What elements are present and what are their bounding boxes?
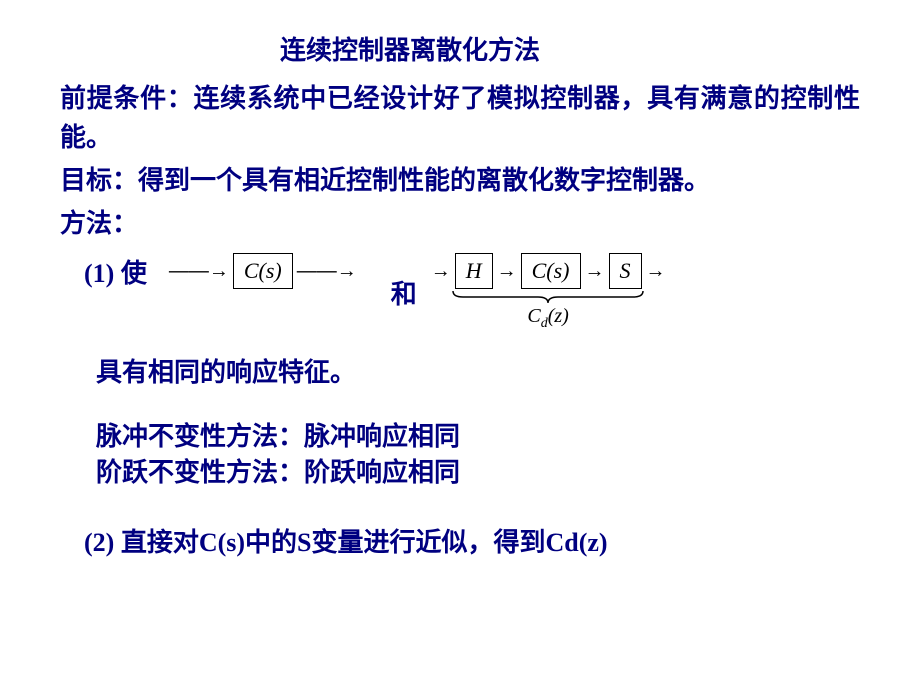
underbrace-label: Cd(z)	[527, 305, 568, 332]
arrow-icon: →	[646, 260, 666, 283]
block-s: S	[609, 253, 642, 289]
underbrace-icon	[448, 289, 648, 303]
arrow-icon: →	[431, 260, 451, 283]
diagram-left: ――→ C(s) ――→	[167, 253, 359, 289]
page-title: 连续控制器离散化方法	[160, 30, 660, 67]
precondition-text: 前提条件：连续系统中已经设计好了模拟控制器，具有满意的控制性能。	[60, 79, 860, 157]
arrow-icon: ――→	[297, 260, 357, 283]
method1-prefix: (1) 使	[84, 253, 147, 290]
diagram-right: → H → C(s) → S →	[429, 253, 668, 289]
method2-text: (2) 直接对C(s)中的S变量进行近似，得到Cd(z)	[84, 522, 860, 559]
method-label: 方法：	[60, 204, 860, 243]
method1-descriptions: 脉冲不变性方法：脉冲响应相同 阶跃不变性方法：阶跃响应相同	[96, 419, 860, 492]
block-cs-right: C(s)	[521, 253, 581, 289]
impulse-invariance-text: 脉冲不变性方法：脉冲响应相同	[96, 419, 860, 455]
block-h: H	[455, 253, 493, 289]
arrow-icon: ――→	[169, 260, 229, 283]
goal-text: 目标：得到一个具有相近控制性能的离散化数字控制器。	[60, 161, 860, 200]
diagram-right-container: → H → C(s) → S → Cd(z)	[429, 253, 668, 332]
connector-text: 和	[391, 274, 417, 311]
method1-suffix: 具有相同的响应特征。	[96, 352, 860, 389]
arrow-icon: →	[497, 260, 517, 283]
method1-row: (1) 使 ――→ C(s) ――→ 和 → H → C(s) → S → Cd…	[84, 253, 860, 332]
arrow-icon: →	[585, 260, 605, 283]
block-cs-left: C(s)	[233, 253, 293, 289]
step-invariance-text: 阶跃不变性方法：阶跃响应相同	[96, 455, 860, 491]
